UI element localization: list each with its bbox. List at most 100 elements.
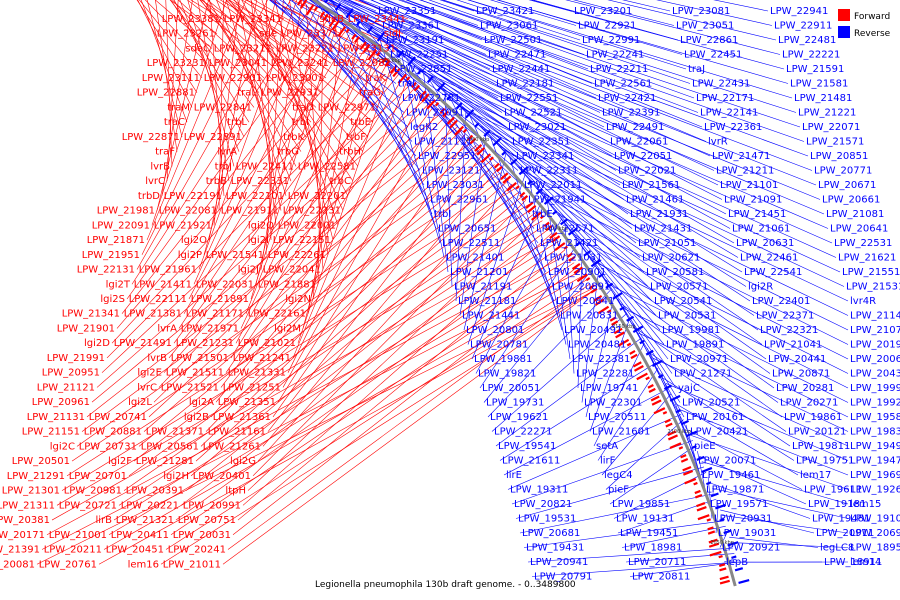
forward-feature (665, 422, 673, 428)
reverse-feature (527, 180, 533, 185)
forward-gene-label: LPW_20501 (12, 456, 70, 467)
forward-gene-label: LPW_21171 (186, 309, 244, 320)
reverse-connector (348, 0, 605, 128)
forward-gene-label: LPW_21361 (213, 412, 271, 423)
reverse-gene-label: LPW_22451 (684, 50, 742, 61)
forward-feature (543, 221, 550, 228)
forward-connector (170, 0, 250, 123)
reverse-gene-label: LPW_21081 (826, 209, 884, 220)
reverse-connector (503, 388, 669, 476)
forward-gene-label: lirB (95, 515, 112, 526)
forward-gene-label: LPW_21881 (258, 279, 316, 290)
forward-feature (634, 365, 644, 372)
forward-connector (76, 156, 488, 447)
forward-gene-label: traL (237, 88, 257, 99)
reverse-feature (387, 44, 392, 50)
reverse-connector (419, 0, 695, 99)
forward-gene-label: traC (164, 117, 185, 128)
forward-gene-label: trbD (138, 191, 160, 202)
forward-gene-label: trbI (292, 117, 309, 128)
forward-feature (454, 125, 465, 136)
forward-gene-label: LPW_22091 (92, 220, 150, 231)
reverse-gene-label: LPW_21401 (446, 253, 504, 264)
reverse-connector (456, 0, 581, 41)
reverse-connector (405, 0, 589, 70)
reverse-gene-label: LPW_20071 (698, 456, 756, 467)
reverse-connector (358, 0, 601, 113)
reverse-connector (517, 165, 759, 331)
forward-gene-label: LPW_22581 (298, 161, 356, 172)
forward-connector (146, 0, 247, 241)
reverse-gene-label: LPW_20831 (560, 311, 618, 322)
forward-connector (209, 0, 225, 196)
forward-gene-label: LPW_21131 (27, 412, 85, 423)
reverse-connector (374, 33, 829, 229)
reverse-connector (444, 92, 453, 287)
reverse-feature (680, 419, 690, 426)
reverse-connector (401, 54, 445, 258)
reverse-gene-label: LPW_19691 (850, 470, 900, 481)
reverse-connector (346, 12, 727, 215)
reverse-gene-label: LPW_19921 (850, 398, 900, 409)
forward-gene-label: LPW_22151 (273, 235, 331, 246)
reverse-gene-label: LPW_22781 (402, 93, 460, 104)
kbp-tick-label: 2050 kbp (710, 540, 734, 546)
forward-connector (136, 0, 291, 270)
forward-connector (225, 0, 369, 138)
forward-connector (161, 0, 193, 196)
reverse-gene-label: LPW_19821 (478, 369, 536, 380)
forward-gene-label: LPW_20721 (59, 500, 117, 511)
forward-gene-label: traD (292, 102, 314, 113)
forward-connector (213, 0, 240, 226)
reverse-gene-label: LPW_21481 (794, 93, 852, 104)
forward-gene-label: sde (259, 29, 277, 40)
forward-connector (200, 0, 275, 49)
forward-gene-label: LPW_22891 (184, 132, 242, 143)
reverse-gene-label: LPW_21101 (720, 180, 778, 191)
forward-connector (205, 148, 481, 432)
kbp-tick-label: 2250 kbp (466, 137, 490, 143)
reverse-gene-label: LPW_20931 (714, 514, 772, 525)
forward-connector (108, 258, 572, 536)
reverse-gene-label: LPW_21061 (732, 224, 790, 235)
forward-gene-label: trbC (330, 176, 351, 187)
forward-gene-label: LPW_22331 (231, 176, 289, 187)
forward-gene-label: lgi2S (100, 294, 125, 305)
reverse-connector (507, 414, 682, 490)
reverse-connector (328, 0, 821, 200)
reverse-gene-label: LPW_22371 (756, 311, 814, 322)
reverse-gene-label: yajC (678, 383, 700, 394)
forward-connector (180, 228, 550, 506)
forward-connector (173, 0, 245, 138)
forward-gene-label: LPW_21241 (233, 353, 291, 364)
reverse-gene-label: LPW_23051 (676, 21, 734, 32)
reverse-gene-label: LPW_20911 (816, 528, 874, 539)
forward-gene-label: LPW_21281 (136, 456, 194, 467)
legend-reverse-swatch (838, 26, 850, 38)
reverse-gene-label: LPW_21191 (454, 282, 512, 293)
forward-gene-label: LPW_22001 (278, 220, 336, 231)
reverse-gene-label: LPW_23351 (378, 6, 436, 17)
forward-feature (648, 387, 656, 393)
forward-connector (170, 262, 575, 536)
reverse-gene-label: LPW_20531 (658, 311, 716, 322)
reverse-connector (521, 170, 849, 331)
forward-gene-label: lgi2D (84, 338, 110, 349)
forward-gene-label: LPW_21991 (47, 353, 105, 364)
forward-connector (220, 104, 436, 388)
reverse-feature (619, 306, 625, 311)
reverse-connector (380, 0, 483, 41)
reverse-gene-label: LPW_21561 (622, 180, 680, 191)
forward-feature (384, 59, 391, 67)
forward-connector (106, 70, 396, 359)
forward-gene-label: traK (365, 73, 386, 84)
forward-gene-label: LPW_20561 (141, 441, 199, 452)
forward-gene-label: LPW_21911 (221, 206, 279, 217)
reverse-connector (721, 515, 849, 534)
forward-gene-label: LPW_21261 (203, 441, 261, 452)
reverse-connector (467, 174, 526, 345)
forward-feature (439, 107, 446, 114)
reverse-connector (497, 0, 683, 55)
reverse-gene-label: LPW_22251 (390, 50, 448, 61)
forward-gene-label: LPW_23441 (348, 14, 406, 25)
